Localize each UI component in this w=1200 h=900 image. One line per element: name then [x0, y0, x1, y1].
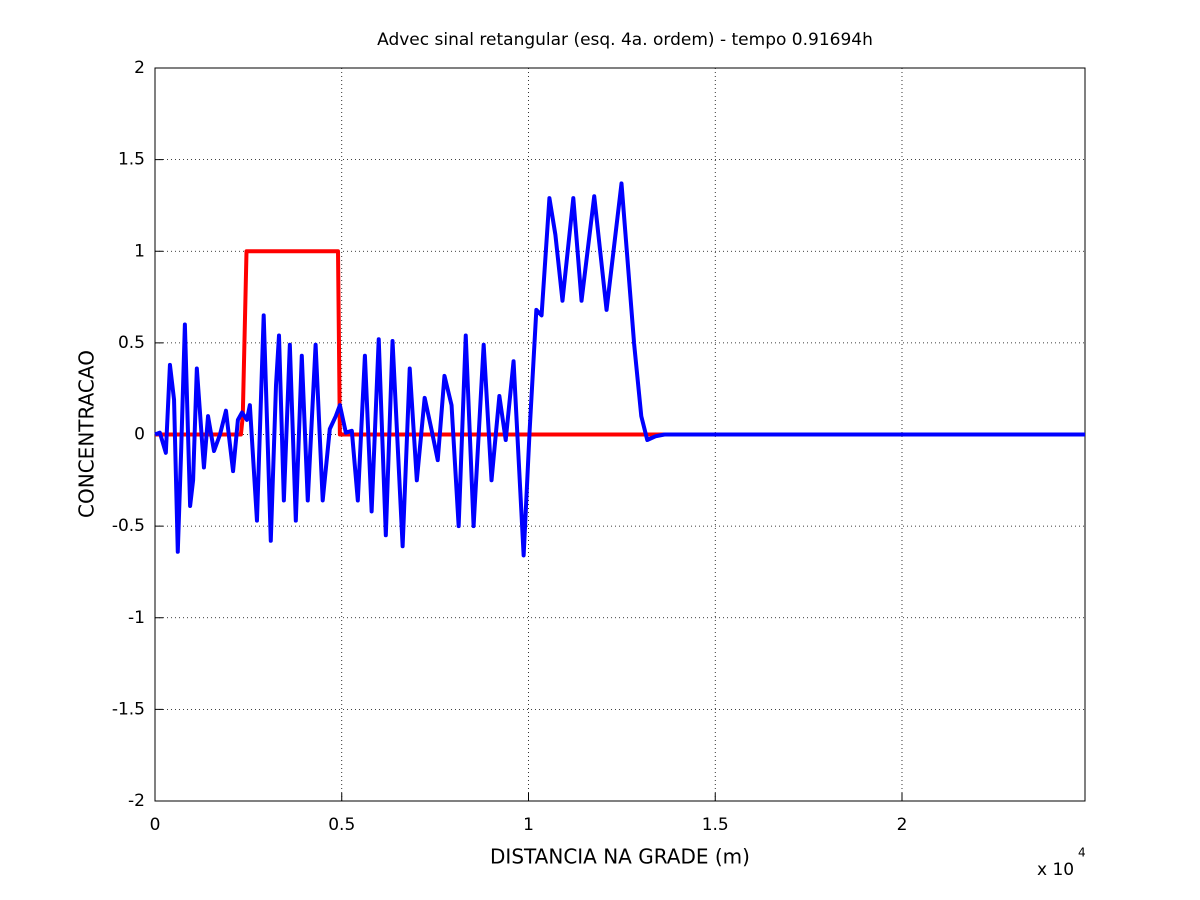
y-tick-label: -1: [128, 608, 145, 628]
y-tick-label: 0.5: [118, 333, 145, 353]
y-tick-label: 2: [134, 58, 145, 78]
x-tick-label: 0: [150, 815, 161, 835]
y-axis-label: CONCENTRACAO: [75, 350, 99, 518]
y-tick-label: 1.5: [118, 150, 145, 170]
data-line: [155, 249, 1085, 437]
x-tick-label: 1: [523, 815, 534, 835]
y-tick-label: 1: [134, 241, 145, 261]
y-tick-label: -0.5: [112, 516, 145, 536]
x-tick-label: 0.5: [328, 815, 355, 835]
x-tick-label: 2: [897, 815, 908, 835]
y-tick-label: -1.5: [112, 699, 145, 719]
data-line: [154, 181, 1085, 558]
y-tick-label: 0: [134, 425, 145, 445]
chart-title: Advec sinal retangular (esq. 4a. ordem) …: [377, 30, 873, 50]
x-tick-label: 1.5: [702, 815, 729, 835]
y-tick-label: -2: [128, 791, 145, 811]
x-exponent: 4: [1078, 846, 1086, 860]
x-exponent-base: x 10: [1037, 860, 1074, 880]
x-axis-label: DISTANCIA NA GRADE (m): [490, 845, 750, 869]
